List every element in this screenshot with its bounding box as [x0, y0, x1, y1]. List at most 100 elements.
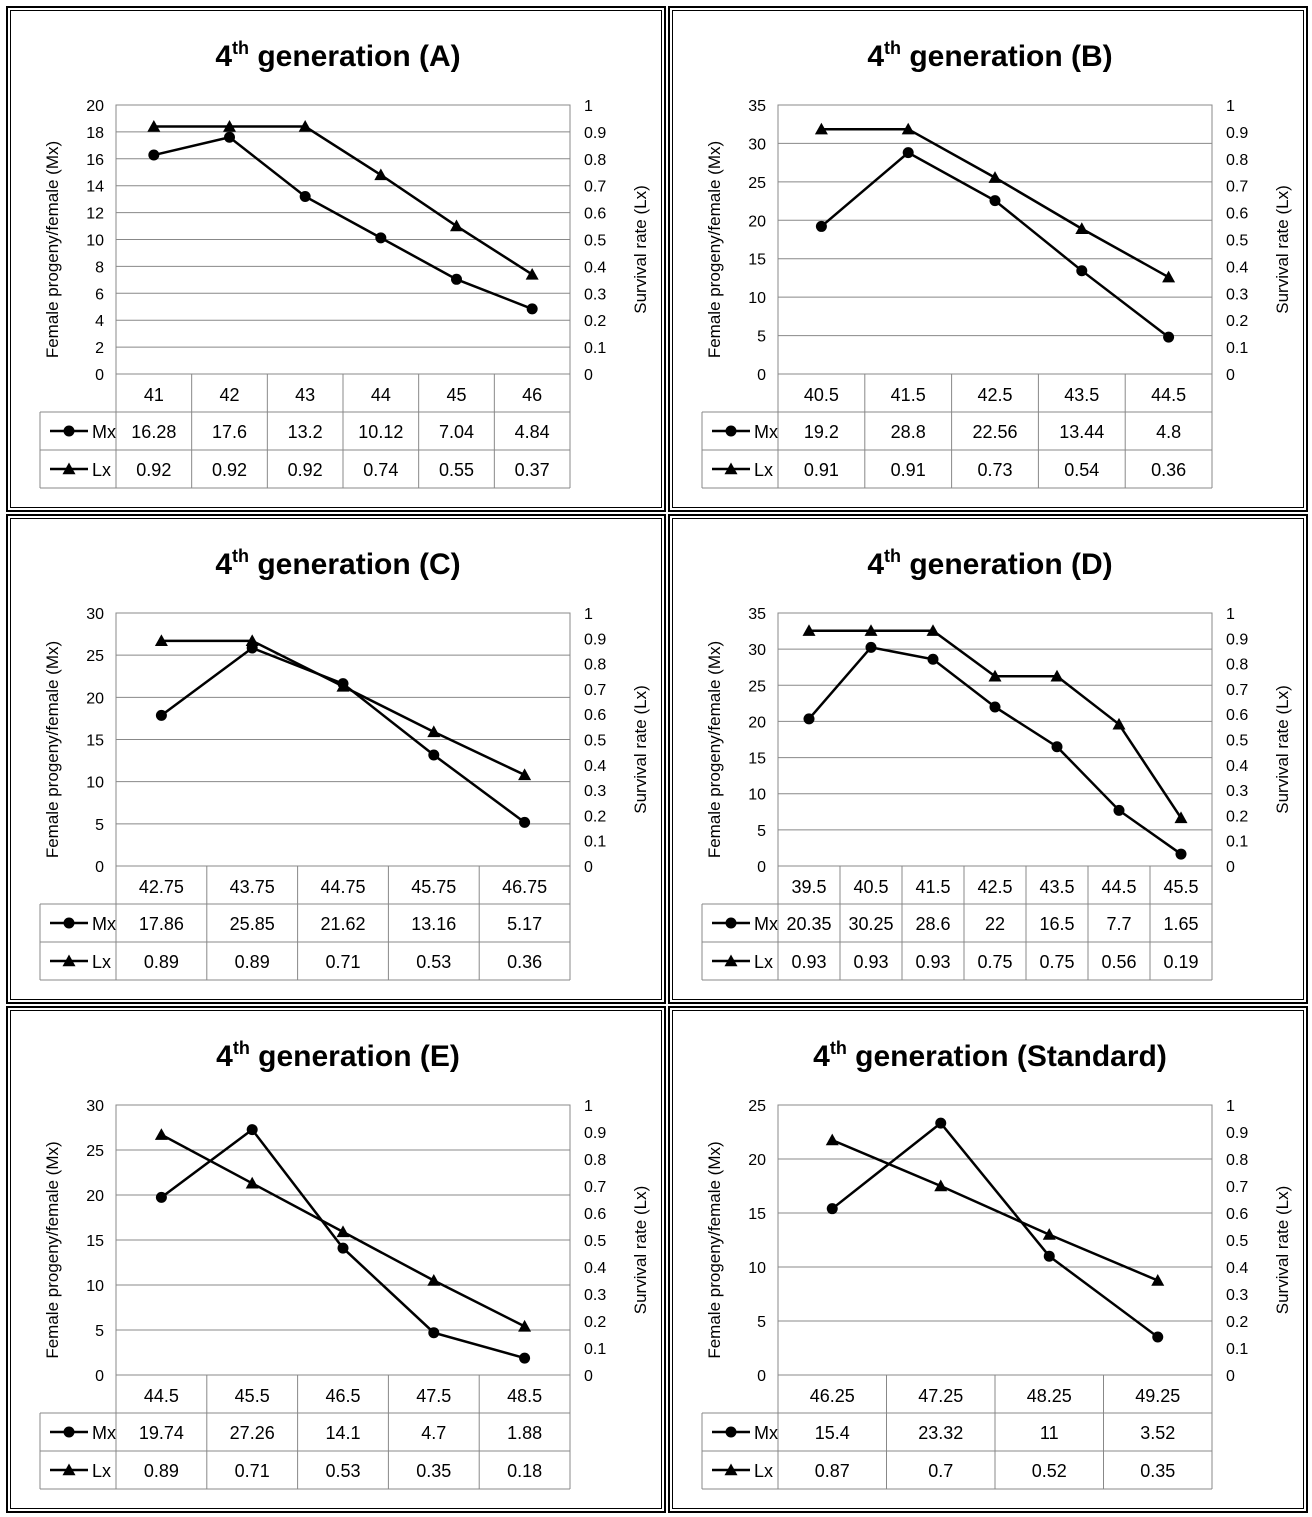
y-tick-label: 15 [86, 733, 104, 750]
y2-tick-label: 0.2 [584, 1314, 606, 1331]
chart-title-rest: generation (D) [901, 548, 1113, 581]
y-tick-label: 20 [86, 98, 104, 115]
data-point-lx [825, 1133, 839, 1146]
chart-title-rest: generation (A) [249, 40, 461, 73]
y2-tick-label: 0.6 [1226, 1206, 1248, 1223]
chart-title-main: 4 [216, 1040, 233, 1073]
y2-tick-label: 0.5 [1226, 733, 1248, 750]
y2-tick-label: 0.4 [584, 259, 606, 276]
data-label: 28.6 [915, 914, 950, 934]
y-tick-label: 0 [95, 1368, 104, 1385]
y-tick-label: 10 [748, 290, 766, 307]
chart-title-sup: th [884, 546, 901, 566]
chart-title-sup: th [884, 38, 901, 58]
data-point-lx [525, 267, 539, 280]
x-tick-label: 44.5 [1151, 385, 1186, 405]
legend-label: Lx [92, 1461, 111, 1481]
data-point-lx [1151, 1274, 1165, 1286]
y2-tick-label: 0.7 [584, 179, 606, 196]
y2-tick-label: 0.5 [584, 1233, 606, 1250]
chart-panel: 4th generation (E) 0 5 10 15 20 25 30 0 0.1 0.2 0.3… [6, 1006, 666, 1513]
data-label: 15.4 [815, 1423, 850, 1443]
data-point-mx [935, 1117, 947, 1129]
y-tick-label: 35 [748, 98, 766, 115]
x-tick-label: 47.5 [416, 1386, 451, 1406]
data-point-mx [1175, 848, 1187, 860]
data-point-lx [901, 122, 915, 135]
y-tick-label: 25 [748, 1098, 766, 1115]
chart-panel: 4th generation (B) 0 5 10 15 20 25 30 35 0 0.1 0.2 0… [668, 6, 1308, 512]
y2-tick-label: 0.6 [1226, 206, 1248, 223]
data-label: 14.1 [325, 1423, 360, 1443]
legend-key-mx [712, 1426, 750, 1438]
legend-key-mx [50, 1426, 88, 1438]
data-label: 0.36 [1151, 460, 1186, 480]
data-point-lx [1162, 270, 1176, 283]
y2-tick-label: 0.9 [584, 631, 606, 648]
chart-title: 4th generation (A) [215, 38, 460, 73]
legend-marker [724, 1463, 738, 1476]
x-tick-label: 42.75 [139, 877, 184, 897]
chart-title-sup: th [232, 38, 249, 58]
y-tick-label: 10 [86, 1278, 104, 1295]
data-point-mx [526, 303, 538, 315]
x-tick-label: 44.75 [320, 877, 365, 897]
chart-panel: 4th generation (C) 0 5 10 15 20 25 30 0 0.1 0.2 0.3… [6, 514, 666, 1004]
data-label: 17.86 [139, 914, 184, 934]
y2-tick-label: 0.2 [1226, 313, 1248, 330]
data-point-lx [245, 634, 259, 647]
chart-title-sup: th [232, 546, 249, 566]
y-tick-label: 5 [757, 329, 766, 346]
x-tick-label: 42.5 [977, 877, 1012, 897]
series-line-mx [153, 135, 533, 311]
data-point-mx [989, 701, 1001, 713]
y2-tick-label: 0.4 [1226, 259, 1248, 276]
data-label: 25.85 [230, 914, 275, 934]
y2-tick-label: 0.1 [1226, 834, 1248, 851]
y-tick-label: 0 [757, 859, 766, 876]
data-label: 0.91 [891, 460, 926, 480]
y2-tick-label: 0.2 [584, 808, 606, 825]
data-point-mx [1152, 1331, 1164, 1343]
series-line-mx [831, 1121, 1159, 1338]
chart-svg: 4th generation (A)0246810121416182000.10… [39, 38, 650, 489]
y2-tick-label: 0.5 [1226, 1233, 1248, 1250]
y-tick-label: 30 [748, 642, 766, 659]
data-point-mx [155, 709, 167, 721]
chart-panel: 4th generation (Standard) 0 5 10 15 20 25 0 0.1 0… [668, 1006, 1308, 1513]
x-tick-label: 45.5 [235, 1386, 270, 1406]
y2-axis-label: Survival rate (Lx) [631, 185, 650, 313]
y2-tick-label: 0.9 [584, 125, 606, 142]
y2-tick-label: 0.1 [1226, 340, 1248, 357]
chart-title-rest: generation (Standard) [847, 1040, 1167, 1073]
y-axis-label: Female progeny/female (Mx) [705, 641, 724, 858]
data-point-lx [926, 624, 940, 636]
y2-tick-label: 0.3 [584, 286, 606, 303]
data-label: 13.16 [411, 914, 456, 934]
chart-title-main: 4 [215, 40, 232, 73]
y2-tick-label: 0.8 [1226, 152, 1248, 169]
x-tick-label: 44.5 [144, 1386, 179, 1406]
y2-tick-label: 0.9 [584, 1125, 606, 1142]
data-label: 20.35 [786, 914, 831, 934]
data-point-lx [518, 1319, 532, 1332]
y2-tick-label: 0.7 [1226, 682, 1248, 699]
plot-area [777, 104, 1213, 375]
x-tick-label: 46.5 [325, 1386, 360, 1406]
data-point-mx [519, 1352, 531, 1364]
data-point-mx [519, 816, 531, 828]
y2-tick-label: 0.8 [584, 1152, 606, 1169]
y-tick-label: 15 [748, 252, 766, 269]
data-label: 0.19 [1163, 952, 1198, 972]
series-line-lx [153, 125, 533, 276]
data-label: 4.84 [515, 422, 550, 442]
y2-tick-label: 0.9 [1226, 631, 1248, 648]
legend-label: Mx [92, 422, 116, 442]
legend-marker [725, 917, 737, 929]
data-label: 22 [985, 914, 1005, 934]
y-tick-label: 0 [95, 859, 104, 876]
y2-tick-label: 0.5 [584, 233, 606, 250]
legend-key-lx [712, 462, 750, 475]
legend-marker [62, 954, 76, 967]
chart-title: 4th generation (C) [215, 546, 460, 581]
